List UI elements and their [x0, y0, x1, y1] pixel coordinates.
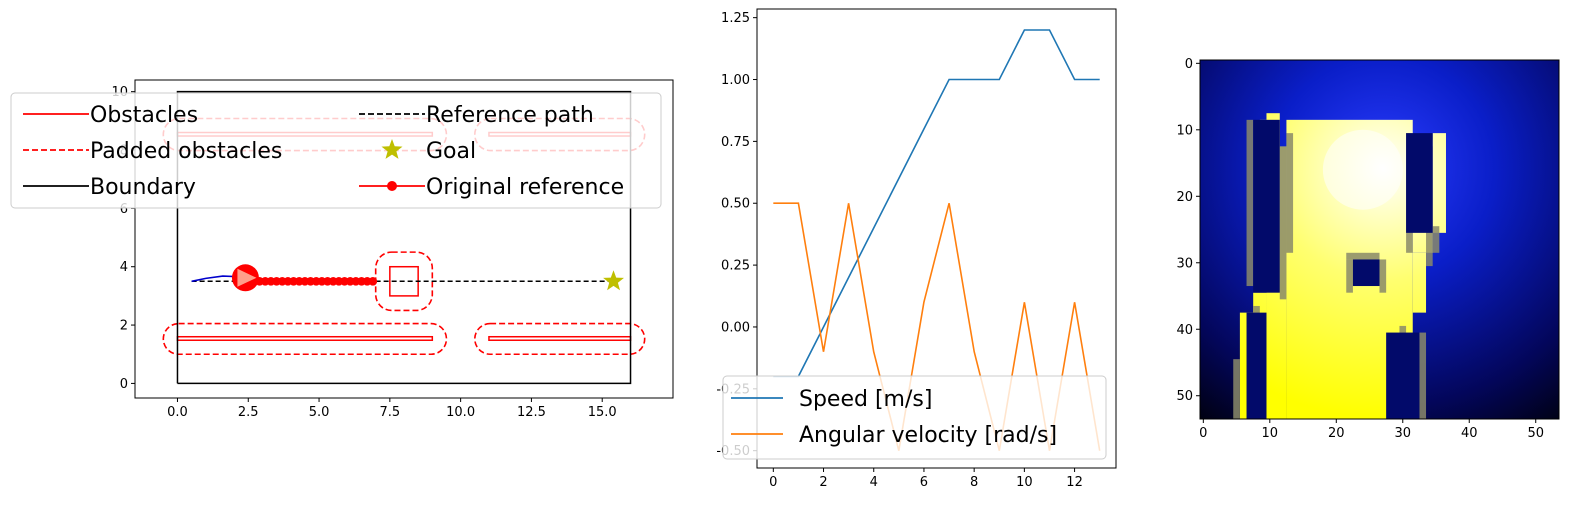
padded-obstacle-bottom-right-wall — [473, 322, 646, 356]
legend-label: Goal — [426, 139, 476, 164]
x-tick-label: 20 — [1328, 426, 1345, 441]
legend-label: Speed [m/s] — [799, 387, 932, 412]
free-space-cell — [1432, 133, 1446, 233]
x-tick-label: 5.0 — [309, 405, 330, 420]
signals-axes-frame — [756, 8, 1117, 469]
legend-label: Obstacles — [90, 103, 198, 128]
legend-handle-dot — [387, 181, 397, 191]
gray-edge-cell — [1379, 259, 1387, 293]
y-tick-label: 50 — [1176, 389, 1193, 404]
x-tick-label: 12 — [1066, 475, 1083, 490]
costmap-panel: 0 10 20 30 40 50 0 10 20 30 40 50 — [1176, 57, 1560, 441]
gray-edge-cell — [1246, 119, 1254, 287]
gray-edge-cell — [1286, 133, 1294, 253]
x-tick-label: 8 — [970, 475, 978, 490]
costmap-hotspot — [1322, 129, 1403, 210]
x-tick-label: 2 — [819, 475, 827, 490]
legend-handle-goal — [381, 139, 403, 159]
gray-edge-cell — [1432, 226, 1440, 253]
obstacle-cell — [1253, 119, 1280, 293]
y-tick-label: 40 — [1176, 323, 1193, 338]
x-tick-label: 12.5 — [517, 405, 546, 420]
obstacle-bottom-right-wall — [488, 335, 632, 341]
map-axes-frame — [134, 79, 674, 399]
y-tick-label: 0 — [1185, 57, 1193, 72]
y-tick-label: 1.25 — [721, 11, 750, 26]
signals-panel: 024681012-0.50-0.250.000.250.500.751.001… — [716, 8, 1117, 490]
y-tick-label: 1.00 — [721, 73, 750, 88]
costmap-axes-frame — [1199, 59, 1560, 420]
legend-label: Padded obstacles — [90, 139, 282, 164]
costmap-cells — [1233, 113, 1446, 420]
y-tick-label: 30 — [1176, 256, 1193, 271]
legend-label: Reference path — [426, 103, 594, 128]
obstacle-cell — [1352, 259, 1380, 287]
x-tick-label: 0 — [1199, 426, 1207, 441]
y-tick-label: 4 — [120, 260, 128, 275]
map-axis-ticks: 0.02.55.07.510.012.515.00246810 — [111, 85, 616, 420]
map-panel: 0.02.55.07.510.012.515.00246810 Obstacle… — [10, 79, 674, 420]
x-tick-label: 7.5 — [379, 405, 400, 420]
y-tick-label: 10 — [1176, 123, 1193, 138]
x-tick-label: 6 — [920, 475, 928, 490]
obstacle-cell — [1406, 133, 1433, 233]
gray-edge-cell — [1346, 259, 1353, 293]
legend-label: Original reference — [426, 175, 624, 200]
y-tick-label: 0.50 — [721, 197, 750, 212]
legend-label: Boundary — [90, 175, 196, 200]
x-tick-label: 10 — [1016, 475, 1033, 490]
goal-star — [603, 270, 624, 291]
y-tick-label: 6 — [120, 202, 128, 217]
y-tick-label: 0.25 — [721, 259, 750, 274]
x-tick-label: 10.0 — [446, 405, 475, 420]
x-tick-label: 0.0 — [167, 405, 188, 420]
gray-edge-cell — [1419, 332, 1427, 419]
y-tick-label: 2 — [120, 319, 128, 334]
x-tick-label: 4 — [870, 475, 878, 490]
signals-legend-box — [722, 375, 1107, 460]
legend-label: Angular velocity [rad/s] — [799, 423, 1057, 448]
costmap-axis-ticks: 0 10 20 30 40 50 0 10 20 30 40 50 — [1176, 57, 1544, 441]
signals-legend: Speed [m/s] Angular velocity [rad/s] — [722, 375, 1107, 460]
x-tick-label: 50 — [1527, 426, 1544, 441]
gray-edge-cell — [1346, 252, 1380, 260]
y-tick-label: 0 — [120, 377, 128, 392]
y-tick-label: 20 — [1176, 190, 1193, 205]
free-space-cell — [1412, 252, 1427, 313]
series-line-speed — [773, 29, 1100, 378]
x-tick-label: 0 — [769, 475, 777, 490]
obstacle-cell — [1386, 332, 1420, 419]
gray-edge-cell — [1233, 359, 1240, 419]
x-tick-label: 10 — [1262, 426, 1279, 441]
original-reference-point — [368, 277, 378, 286]
gray-edge-cell — [1279, 146, 1287, 300]
map-legend: Obstacles Reference path Padded obstacles G… — [10, 92, 662, 209]
x-tick-label: 2.5 — [238, 405, 259, 420]
x-tick-label: 15.0 — [588, 405, 617, 420]
robot-heading-arrow — [237, 268, 257, 287]
map-legend-box — [10, 92, 662, 209]
x-tick-label: 40 — [1461, 426, 1478, 441]
padded-obstacle-bottom-left-wall — [162, 322, 448, 356]
obstacle-bottom-left-wall — [176, 335, 434, 341]
obstacle-cell — [1246, 312, 1267, 419]
y-tick-label: 0.00 — [721, 320, 750, 335]
y-tick-label: 0.75 — [721, 135, 750, 150]
x-tick-label: 30 — [1394, 426, 1411, 441]
